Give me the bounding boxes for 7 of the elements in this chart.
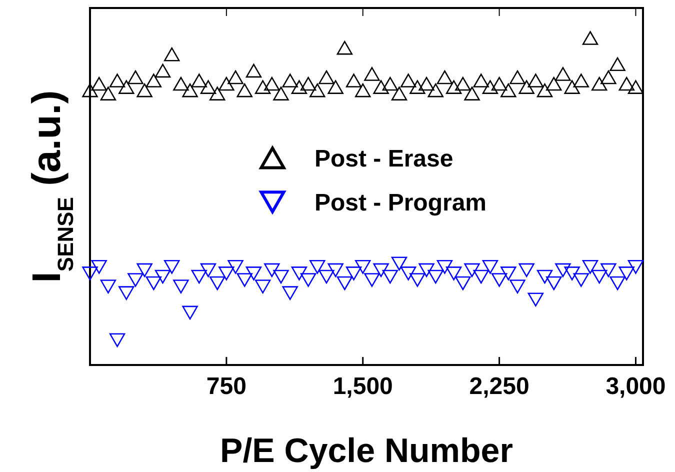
- x-tick-label: 1,500: [332, 373, 393, 400]
- x-axis-title: P/E Cycle Number: [220, 432, 513, 470]
- x-tick-label: 750: [206, 373, 246, 400]
- x-tick-label: 3,000: [606, 373, 666, 400]
- legend-label: Post - Erase: [314, 145, 454, 172]
- x-tick-label: 2,250: [469, 373, 530, 400]
- legend-label: Post - Program: [314, 189, 487, 216]
